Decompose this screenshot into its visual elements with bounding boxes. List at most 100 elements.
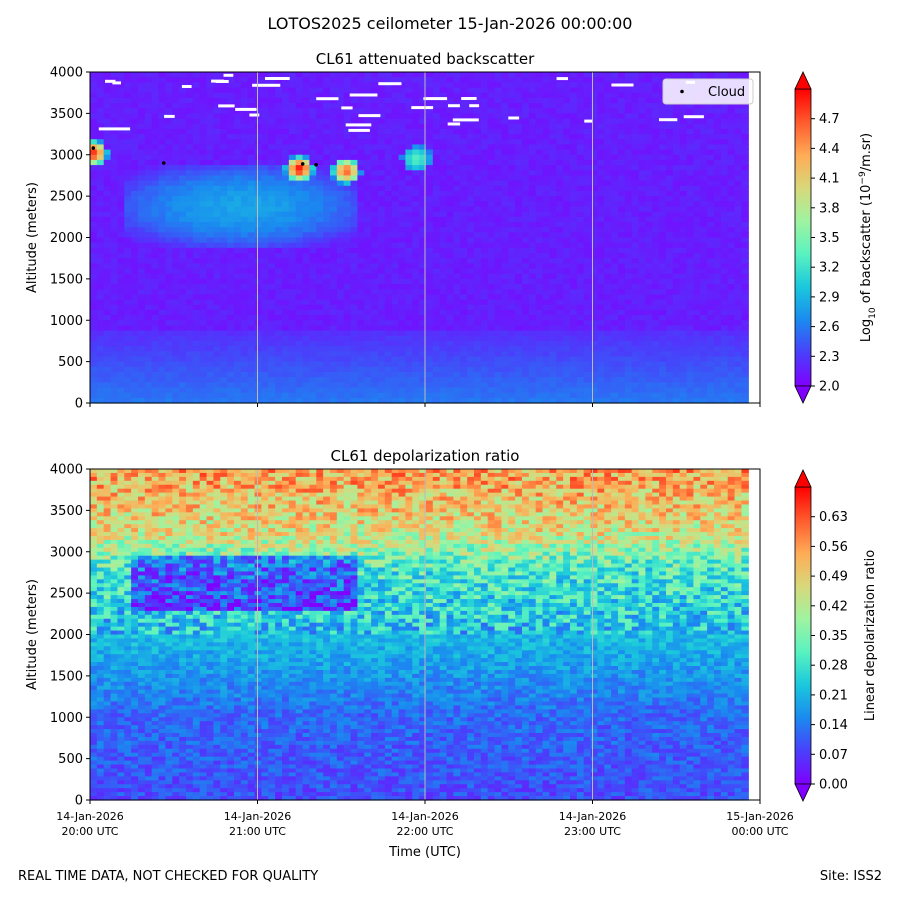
- backscatter-cell: [453, 154, 461, 161]
- backscatter-cell: [446, 382, 455, 389]
- backscatter-cell: [172, 366, 180, 373]
- backscatter-cell: [371, 330, 379, 337]
- backscatter-cell: [227, 144, 235, 151]
- backscatter-cell: [158, 387, 167, 394]
- backscatter-cell: [165, 77, 173, 83]
- backscatter-cell: [371, 258, 379, 264]
- backscatter-cell: [583, 221, 592, 228]
- backscatter-cell: [446, 149, 455, 156]
- backscatter-cell: [96, 185, 105, 192]
- backscatter-cell: [391, 221, 400, 228]
- backscatter-cell: [309, 382, 317, 389]
- backscatter-cell: [343, 330, 352, 337]
- backscatter-cell: [213, 170, 221, 177]
- backscatter-cell: [535, 263, 544, 270]
- backscatter-cell: [583, 273, 592, 280]
- backscatter-cell: [583, 387, 592, 394]
- backscatter-cell: [254, 361, 263, 368]
- backscatter-cell: [611, 289, 619, 295]
- backscatter-cell: [473, 201, 482, 208]
- backscatter-cell: [439, 159, 448, 166]
- backscatter-cell: [453, 247, 461, 254]
- backscatter-cell: [316, 154, 324, 161]
- backscatter-cell: [179, 175, 187, 182]
- backscatter-cell: [282, 258, 290, 264]
- backscatter-cell: [521, 340, 530, 347]
- backscatter-cell: [117, 113, 125, 120]
- backscatter-cell: [240, 144, 249, 151]
- backscatter-cell: [398, 366, 407, 373]
- backscatter-cell: [131, 356, 139, 363]
- backscatter-cell: [542, 309, 551, 316]
- backscatter-cell: [521, 377, 530, 383]
- backscatter-cell: [515, 247, 523, 254]
- backscatter-cell: [247, 320, 256, 327]
- backscatter-cell: [309, 227, 317, 233]
- backscatter-cell: [549, 103, 557, 109]
- backscatter-cell: [398, 87, 407, 94]
- backscatter-cell: [288, 309, 297, 316]
- backscatter-cell: [138, 304, 146, 311]
- backscatter-cell: [336, 284, 345, 290]
- backscatter-cell: [590, 242, 599, 249]
- backscatter-cell: [103, 377, 112, 383]
- backscatter-cell: [144, 325, 153, 332]
- backscatter-cell: [590, 196, 599, 202]
- backscatter-cell: [611, 159, 619, 166]
- backscatter-cell: [569, 180, 578, 187]
- backscatter-cell: [357, 346, 365, 352]
- backscatter-cell: [617, 97, 626, 104]
- backscatter-cell: [110, 206, 119, 213]
- backscatter-cell: [446, 216, 455, 223]
- backscatter-cell: [309, 294, 317, 301]
- backscatter-cell: [432, 253, 441, 259]
- backscatter-cell: [405, 196, 413, 202]
- backscatter-cell: [604, 340, 612, 347]
- backscatter-cell: [261, 232, 269, 239]
- backscatter-cell: [521, 159, 530, 166]
- backscatter-cell: [295, 268, 304, 275]
- backscatter-cell: [240, 387, 249, 394]
- backscatter-cell: [240, 361, 249, 368]
- backscatter-cell: [110, 128, 119, 135]
- backscatter-cell: [528, 299, 537, 306]
- backscatter-cell: [192, 211, 201, 218]
- backscatter-cell: [213, 268, 221, 275]
- backscatter-cell: [302, 201, 311, 208]
- backscatter-cell: [343, 320, 352, 327]
- backscatter-cell: [158, 201, 167, 208]
- backscatter-cell: [138, 180, 146, 187]
- backscatter-cell: [597, 108, 605, 114]
- backscatter-cell: [323, 190, 331, 197]
- backscatter-cell: [227, 356, 235, 363]
- backscatter-cell: [378, 263, 386, 270]
- backscatter-cell: [487, 278, 496, 285]
- backscatter-cell: [535, 227, 544, 233]
- backscatter-cell: [473, 299, 482, 306]
- backscatter-cell: [364, 377, 372, 383]
- backscatter-cell: [247, 165, 256, 171]
- backscatter-cell: [124, 247, 132, 254]
- backscatter-cell: [542, 118, 551, 125]
- backscatter-cell: [473, 72, 482, 78]
- backscatter-cell: [179, 320, 187, 327]
- backscatter-cell: [240, 351, 249, 358]
- backscatter-cell: [240, 175, 249, 182]
- backscatter-cell: [569, 221, 578, 228]
- backscatter-cell: [247, 382, 256, 389]
- backscatter-cell: [336, 72, 345, 78]
- backscatter-cell: [151, 284, 160, 290]
- backscatter-cell: [254, 211, 263, 218]
- backscatter-cell: [453, 387, 461, 394]
- backscatter-cell: [323, 72, 331, 78]
- backscatter-cell: [186, 77, 194, 83]
- backscatter-cell: [419, 196, 427, 202]
- backscatter-cell: [391, 190, 400, 197]
- backscatter-cell: [302, 180, 311, 187]
- backscatter-cell: [240, 82, 249, 89]
- backscatter-cell: [432, 237, 441, 244]
- backscatter-cell: [467, 97, 475, 104]
- backscatter-cell: [611, 258, 619, 264]
- backscatter-cell: [144, 258, 153, 264]
- backscatter-cell: [350, 211, 359, 218]
